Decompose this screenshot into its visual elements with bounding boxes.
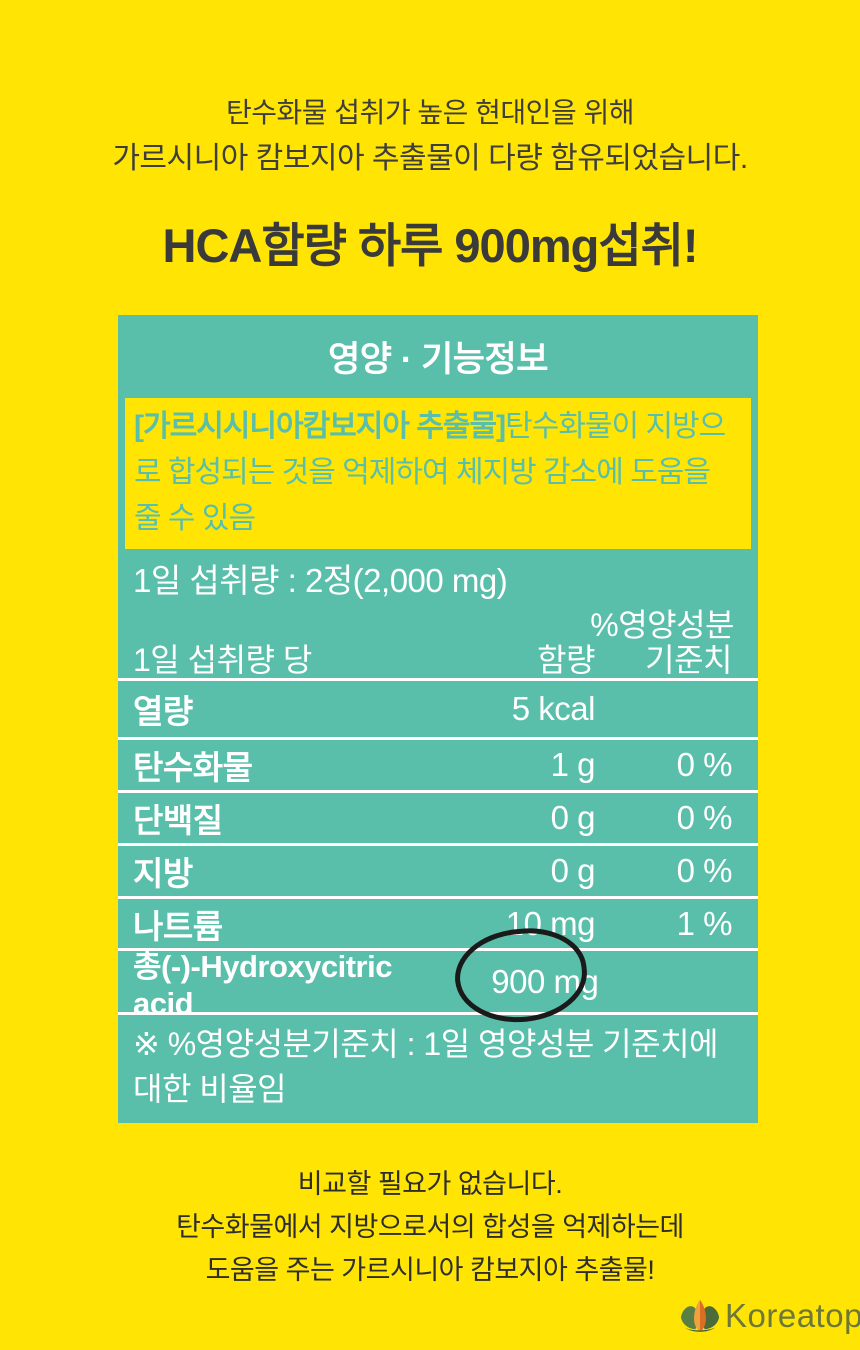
amount-header: 함량 [537,642,595,678]
pct-header-line1: %영양성분 [590,607,734,643]
outro-text: 비교할 필요가 없습니다. 탄수화물에서 지방으로서의 합성을 억제하는데 도움… [0,1163,860,1292]
intro-text: 탄수화물 섭취가 높은 현대인을 위해 가르시니아 캄보지아 추출물이 다량 함… [0,90,860,182]
serving-size-row: 1일 섭취량 : 2정(2,000 mg) [133,562,508,599]
daily-value-footnote: ※ %영양성분기준치 : 1일 영양성분 기준치에 대한 비율임 [118,1012,758,1123]
per-serving-header: 1일 섭취량 당 [133,642,312,678]
lotus-flower-icon [680,1299,720,1332]
headline: HCA함량 하루 900mg섭취! [162,219,699,272]
table-row-sodium: 나트륨 10 mg 1 % [118,896,758,948]
table-row-hca: 총(-)-Hydroxycitric acid 900 mg [118,948,758,1021]
table-row-protein: 단백질 0 g 0 % [118,790,758,843]
koreatop-logo: Koreatop [679,1297,860,1335]
function-highlight-box: [가르시시니아캄보지아 추출물]탄수화물이 지방으로 합성되는 것을 억제하여 … [125,398,751,549]
nutrition-table-title: 영양 · 기능정보 [328,340,548,379]
outro-line-2: 탄수화물에서 지방으로서의 합성을 억제하는데 [176,1212,684,1242]
outro-line-3: 도움을 주는 가르시니아 캄보지아 추출물! [205,1255,655,1285]
table-row-carbohydrate: 탄수화물 1 g 0 % [118,737,758,790]
intro-line-2: 가르시니아 캄보지아 추출물이 다량 함유되었습니다. [112,142,748,175]
intro-line-1: 탄수화물 섭취가 높은 현대인을 위해 [225,97,635,128]
outro-line-1: 비교할 필요가 없습니다. [297,1169,563,1199]
hca-amount-circled: 900 mg [491,962,599,1000]
logo-text: Koreatop [725,1297,860,1334]
nutrition-table: 영양 · 기능정보 [가르시시니아캄보지아 추출물]탄수화물이 지방으로 합성되… [118,315,758,1123]
table-row-calories: 열량 5 kcal [118,678,758,737]
pct-header-line2: 기준치 [645,642,732,678]
highlight-description: 탄수화물이 지방으로 합성되는 것을 억제하여 체지방 감소에 도움을 줄 수 … [134,410,726,535]
highlight-ingredient: [가르시시니아캄보지아 추출물] [134,410,506,443]
column-header-row: %영양성분 1일 섭취량 당 함량 기준치 [118,607,758,678]
table-row-fat: 지방 0 g 0 % [118,843,758,896]
